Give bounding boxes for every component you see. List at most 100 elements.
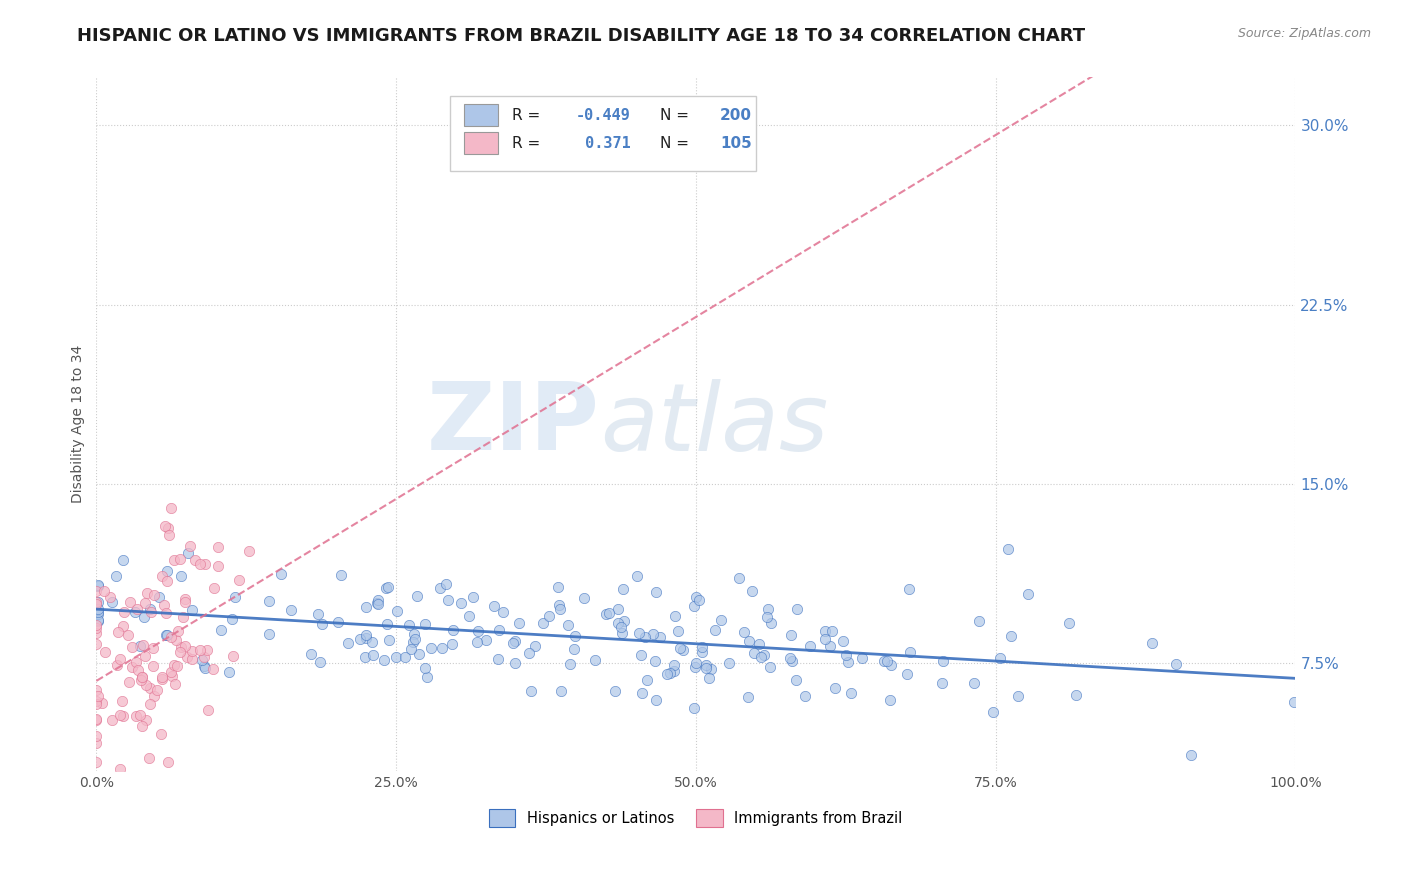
Point [172, 610, 194, 624]
Point [835, 648, 858, 663]
Point [967, 614, 990, 628]
Point [165, 677, 187, 691]
Point [155, 628, 177, 642]
Point [134, 649, 156, 664]
Point [738, 634, 761, 648]
Point [142, 690, 165, 704]
Point [121, 640, 143, 655]
Point [1180, 748, 1202, 763]
Point [163, 658, 186, 673]
Point [108, 652, 131, 666]
Text: N =: N = [659, 108, 689, 123]
Point [86, 755, 108, 769]
Point [538, 608, 561, 623]
Point [86, 584, 108, 599]
Point [176, 649, 198, 664]
Point [517, 646, 540, 660]
Point [86, 730, 108, 744]
Point [259, 627, 281, 641]
Point [429, 581, 451, 595]
Text: Source: ZipAtlas.com: Source: ZipAtlas.com [1237, 27, 1371, 40]
Point [190, 653, 212, 667]
Point [794, 689, 817, 703]
Point [311, 616, 333, 631]
Point [170, 568, 193, 582]
Point [173, 591, 195, 606]
Point [758, 602, 780, 616]
Point [799, 639, 821, 653]
Point [124, 605, 146, 619]
Point [135, 713, 157, 727]
Point [626, 569, 648, 583]
Point [682, 599, 704, 613]
Point [124, 709, 146, 723]
Point [221, 612, 243, 626]
Point [142, 588, 165, 602]
Point [814, 632, 837, 646]
Point [384, 650, 406, 665]
Point [105, 569, 128, 583]
Text: 105: 105 [720, 136, 752, 151]
Point [354, 631, 377, 645]
Point [188, 558, 211, 572]
Point [142, 659, 165, 673]
Point [898, 645, 921, 659]
Point [377, 617, 399, 632]
Point [127, 663, 149, 677]
Point [157, 528, 180, 542]
Point [761, 615, 783, 630]
Point [598, 606, 620, 620]
Point [177, 546, 200, 560]
Point [299, 647, 322, 661]
Point [607, 601, 630, 615]
Point [86, 605, 108, 619]
Point [194, 660, 217, 674]
Point [257, 594, 280, 608]
Point [118, 675, 141, 690]
Point [125, 655, 148, 669]
Point [139, 681, 162, 696]
Point [492, 605, 515, 619]
Point [107, 625, 129, 640]
Point [695, 661, 717, 675]
Point [648, 630, 671, 644]
Point [86, 613, 108, 627]
Point [86, 625, 108, 640]
Point [703, 624, 725, 638]
Point [603, 683, 626, 698]
Point [659, 665, 682, 680]
Point [896, 667, 918, 681]
Point [152, 598, 174, 612]
Point [110, 708, 132, 723]
Point [150, 569, 173, 583]
Point [1017, 587, 1039, 601]
Point [86, 682, 108, 697]
Point [613, 614, 636, 628]
Point [86, 712, 108, 726]
Point [440, 636, 463, 650]
Point [86, 736, 108, 750]
Point [354, 649, 377, 664]
Point [467, 624, 489, 638]
Point [135, 586, 157, 600]
Point [131, 670, 153, 684]
Point [307, 607, 329, 621]
Point [354, 599, 377, 614]
Point [163, 552, 186, 566]
Bar [464, 131, 498, 153]
Point [138, 602, 160, 616]
Point [688, 592, 710, 607]
Point [404, 632, 426, 647]
Point [139, 697, 162, 711]
Point [148, 590, 170, 604]
Point [420, 640, 443, 655]
Point [572, 591, 595, 606]
Point [695, 658, 717, 673]
Point [394, 649, 416, 664]
Point [326, 615, 349, 629]
Point [873, 654, 896, 668]
Point [86, 617, 108, 632]
Point [117, 628, 139, 642]
Text: atlas: atlas [600, 379, 828, 470]
Point [174, 640, 197, 654]
